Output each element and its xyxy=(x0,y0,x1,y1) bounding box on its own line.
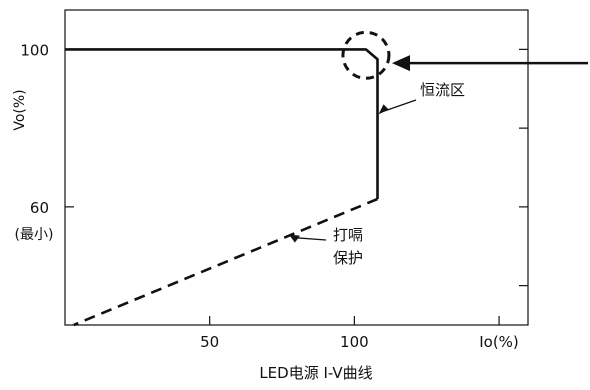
knee-highlight-circle xyxy=(341,30,391,80)
y-axis-label: Vo(%) xyxy=(12,89,28,130)
leader-arrow-hiccup xyxy=(288,234,300,243)
series-layer xyxy=(65,48,379,327)
plot-frame xyxy=(64,9,529,326)
leader-line-hiccup xyxy=(292,236,327,241)
x-tick-label-1: 100 xyxy=(340,333,369,351)
y-min-note: (最小) xyxy=(15,227,54,243)
highlight-layer xyxy=(341,30,588,80)
annotation-hiccup-line-1: 保护 xyxy=(333,249,363,267)
annotation-hiccup-line-0: 打嗝 xyxy=(333,226,363,244)
y-tick-label-1: 60 xyxy=(30,199,49,217)
x-axis-label: Io(%) xyxy=(479,333,519,351)
leader-arrow-constant-current xyxy=(378,104,389,115)
chart-title: LED电源 I-V曲线 xyxy=(259,364,372,382)
knee-arrow-head xyxy=(392,55,410,72)
x-tick-label-0: 50 xyxy=(200,333,219,351)
y-tick-label-0: 100 xyxy=(20,41,49,59)
tick-labels: 50 100 100 60 (最小) xyxy=(15,41,369,351)
series-solid-line xyxy=(65,48,379,199)
annotation-constant-current: 恒流区 xyxy=(420,81,465,99)
series-dashed-line xyxy=(73,197,378,327)
